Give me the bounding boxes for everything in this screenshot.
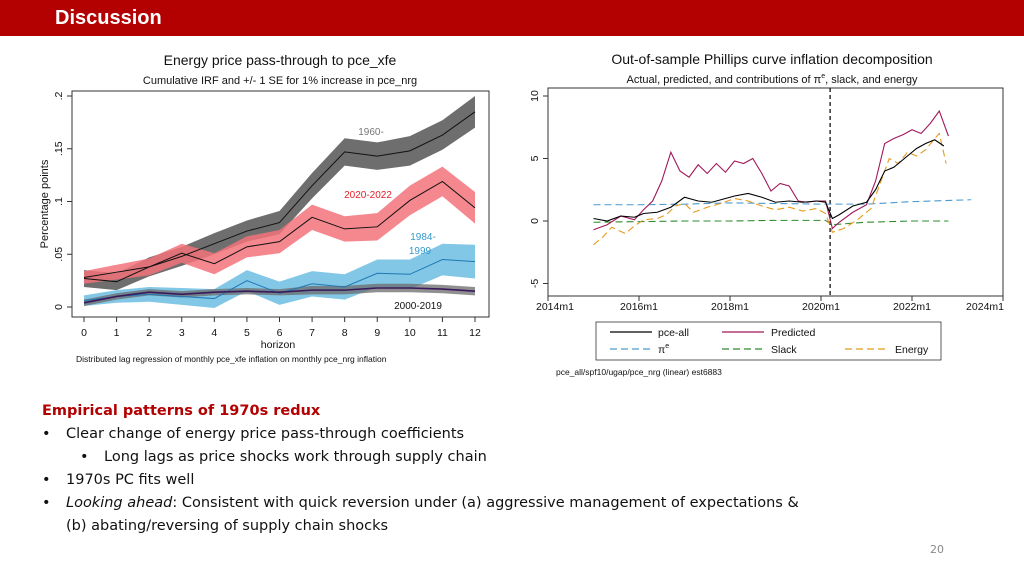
chart2-subtitle: Actual, predicted, and contributions of … (627, 73, 918, 86)
chart2-legend-label: Energy (895, 344, 929, 356)
bullet-item: • 1970s PC fits well (42, 469, 799, 492)
chart1-ytick-label: .15 (53, 141, 65, 156)
chart1-frame (71, 90, 490, 318)
chart1-label-1960: 1960- (358, 127, 384, 138)
chart1-series-line (83, 259, 476, 302)
chart1-xlabel: horizon (261, 339, 296, 351)
chart1-xtick-label: 10 (404, 327, 416, 339)
bullet-list: Empirical patterns of 1970s redux • Clear… (42, 400, 799, 538)
chart1-subtitle: Cumulative IRF and +/- 1 SE for 1% incre… (143, 75, 417, 87)
chart1-xtick-label: 2 (146, 327, 152, 339)
chart2-title: Out-of-sample Phillips curve inflation d… (611, 51, 932, 67)
bullet-dot: • (42, 426, 51, 442)
slide-title: Discussion (55, 7, 162, 29)
chart1-note: Distributed lag regression of monthly pc… (76, 354, 387, 364)
bullet-item: • Clear change of energy price pass-throu… (42, 423, 799, 446)
chart2-ytick-label: 5 (529, 155, 541, 161)
chart1-ytick-label: .1 (53, 197, 65, 206)
bullet-text: : Consistent with quick reversion under … (172, 495, 799, 511)
bullets-heading: Empirical patterns of 1970s redux (42, 403, 321, 419)
chart1-ylabel: Percentage points (39, 159, 51, 248)
chart2-legend-label: Predicted (771, 327, 816, 339)
chart1-xtick-label: 12 (469, 327, 481, 339)
chart2-xtick-label: 2018m1 (711, 301, 749, 313)
chart1-ytick-label: 0 (53, 304, 65, 310)
chart2-note: pce_all/spf10/ugap/pce_nrg (linear) est6… (556, 367, 722, 377)
chart2-series-line (593, 109, 949, 231)
chart2-xtick-label: 2014m1 (536, 301, 574, 313)
chart2-ytick-label: 0 (529, 218, 541, 224)
chart1-xtick-label: 7 (309, 327, 315, 339)
chart1-title: Energy price pass-through to pce_xfe (164, 52, 397, 68)
bullet-text: Clear change of energy price pass-throug… (66, 426, 465, 442)
chart1-xtick-label: 4 (211, 327, 217, 339)
bullet-text: 1970s PC fits well (66, 472, 195, 488)
chart1-xtick-label: 3 (179, 327, 185, 339)
chart2-series-line (593, 199, 972, 206)
chart1-series-line (83, 180, 476, 278)
bullet-dot: • (42, 472, 51, 488)
chart1-label-1984: 1984- (410, 232, 436, 243)
chart1-xtick-label: 1 (114, 327, 120, 339)
chart2-legend-label: πe (658, 343, 669, 356)
bullet-item: • Looking ahead: Consistent with quick re… (42, 492, 799, 515)
chart2-xtick-label: 2016m1 (620, 301, 658, 313)
chart2-legend-label: pce-all (658, 327, 689, 339)
chart2-legend-box (595, 321, 942, 361)
chart2-legend-label: Slack (771, 344, 797, 356)
chart1-xtick-label: 0 (81, 327, 87, 339)
chart2-series-line (593, 132, 947, 246)
chart1-xtick-label: 5 (244, 327, 250, 339)
chart1-label-2020-2022: 2020-2022 (344, 190, 392, 201)
sub-bullet-item: • Long lags as price shocks work through … (42, 446, 799, 469)
chart2-ytick-label: 10 (529, 90, 541, 102)
chart1-xtick-label: 9 (374, 327, 380, 339)
chart2-series-line (593, 139, 945, 222)
page-number: 20 (930, 543, 944, 556)
chart2-series-line (593, 219, 949, 226)
bullet-text: Long lags as price shocks work through s… (104, 449, 487, 465)
chart1-band (84, 166, 475, 284)
title-banner: Discussion (0, 0, 1024, 36)
chart2-frame (547, 87, 1004, 297)
bullet-dot: • (80, 449, 89, 465)
chart1-band (84, 283, 475, 306)
chart2-ytick-label: -5 (529, 279, 541, 288)
chart1-xtick-label: 6 (277, 327, 283, 339)
chart1-ytick-label: .05 (53, 247, 65, 262)
chart1-band (84, 96, 475, 291)
bullet-dot: • (42, 495, 51, 511)
bullet-italic-text: Looking ahead (66, 495, 173, 511)
chart1-ytick-label: .2 (53, 91, 65, 100)
chart1-series-line (83, 287, 476, 304)
chart2-xtick-label: 2020m1 (802, 301, 840, 313)
chart1-label-2000-2019: 2000-2019 (394, 301, 442, 312)
chart1-xtick-label: 11 (437, 327, 448, 339)
chart1-xtick-label: 8 (342, 327, 348, 339)
chart2-xtick-label: 2024m1 (966, 301, 1004, 313)
bullet-continuation: (b) abating/reversing of supply chain sh… (66, 518, 389, 534)
chart2-xtick-label: 2022m1 (893, 301, 931, 313)
chart1-label-1999: 1999 (409, 246, 432, 257)
